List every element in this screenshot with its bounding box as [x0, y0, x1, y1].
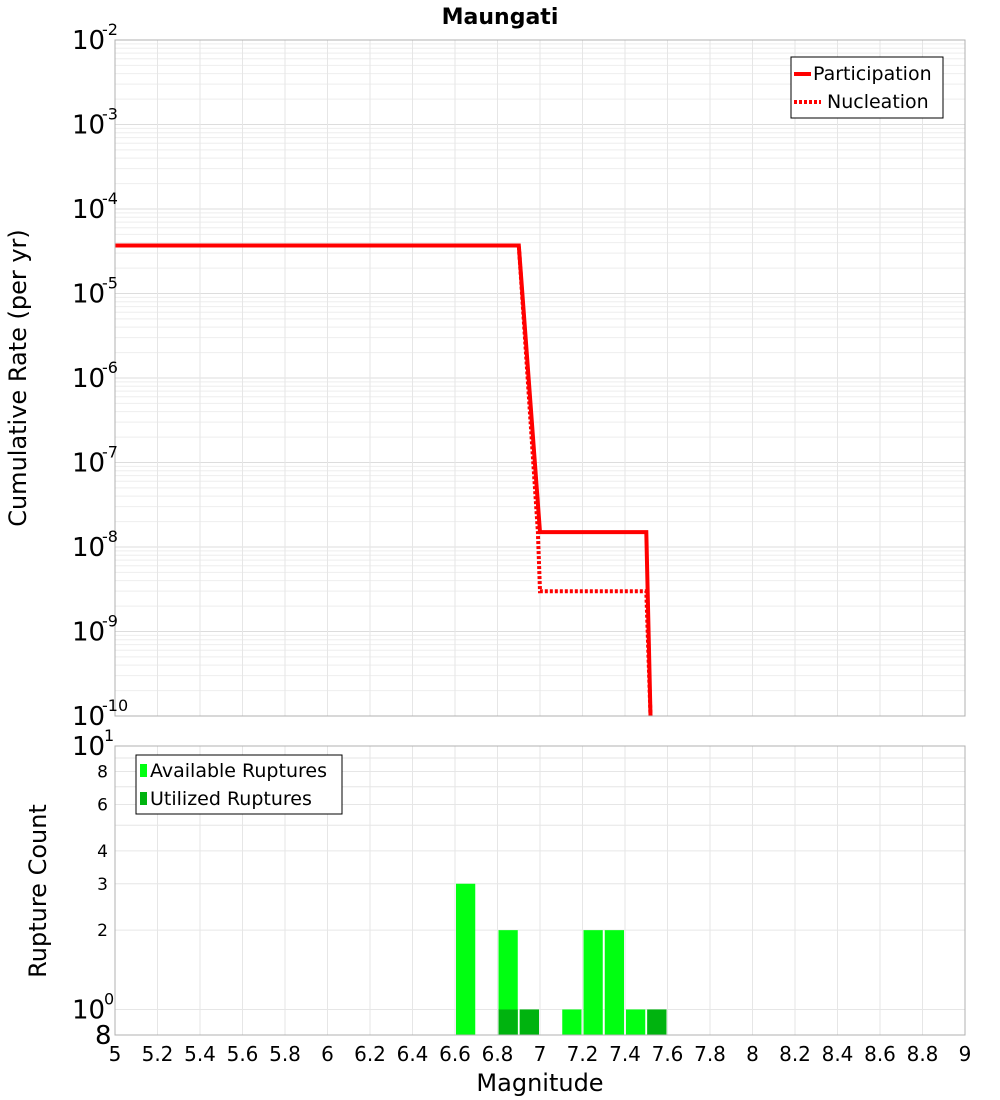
available-rupture-bar: [456, 883, 476, 1035]
x-tick-label: 7.8: [694, 1042, 726, 1066]
x-tick-label: 5: [109, 1042, 122, 1066]
x-tick-label: 6: [321, 1042, 334, 1066]
utilized-rupture-bar: [498, 1009, 518, 1035]
y-tick-label-base: 10: [72, 449, 105, 479]
y-tick-label-exponent: -7: [102, 443, 118, 462]
x-axis-label: Magnitude: [476, 1069, 603, 1097]
legend-participation-label: Participation: [813, 63, 932, 85]
available-rupture-bar: [604, 930, 624, 1035]
y-tick-label-base: 10: [72, 702, 105, 732]
rate-legend-box: [790, 56, 944, 119]
y-tick-label-base: 10: [72, 732, 105, 762]
y-tick-label-base: 10: [72, 364, 105, 394]
y-tick-label-base: 10: [72, 280, 105, 310]
y-tick-label-exponent: 1: [104, 726, 114, 745]
y-tick-label: 8: [95, 1021, 112, 1051]
y-tick-label-base: 10: [72, 111, 105, 141]
available-rupture-bar: [626, 1009, 646, 1035]
rate-grid: [114, 39, 966, 717]
y-tick-label-base: 10: [72, 26, 105, 56]
y-tick-label: 6: [97, 795, 108, 815]
rate-y-axis-label: Cumulative Rate (per yr): [4, 229, 32, 527]
y-tick-label-exponent: -4: [102, 189, 118, 208]
available-rupture-bar: [562, 1009, 582, 1035]
x-tick-label: 5.6: [227, 1042, 259, 1066]
count-y-axis-label: Rupture Count: [24, 804, 52, 978]
count-plot-frame: [114, 745, 966, 1036]
x-tick-label: 6.4: [397, 1042, 429, 1066]
utilized-rupture-bar: [519, 1009, 539, 1035]
x-tick-label: 8.8: [907, 1042, 939, 1066]
y-tick-label: 2: [97, 921, 108, 941]
x-tick-label: 5.8: [269, 1042, 301, 1066]
legend-utilized-label: Utilized Ruptures: [150, 788, 312, 810]
y-tick-label: 8: [97, 763, 108, 783]
x-tick-label: 8.4: [822, 1042, 854, 1066]
y-tick-label-exponent: 0: [104, 989, 114, 1008]
x-tick-label: 7.2: [567, 1042, 599, 1066]
y-tick-label: 4: [97, 842, 108, 862]
legend-utilized-swatch: [140, 792, 147, 805]
y-tick-label-exponent: -6: [102, 358, 118, 377]
utilized-rupture-bar: [647, 1009, 667, 1035]
rate-legend: Participation Nucleation: [790, 56, 944, 119]
chart-title: Maungati: [442, 5, 559, 30]
x-tick-label: 7.6: [652, 1042, 684, 1066]
count-legend: Available Ruptures Utilized Ruptures: [135, 754, 343, 815]
y-tick-label-exponent: -8: [102, 527, 118, 546]
legend-available-swatch: [140, 764, 147, 777]
x-tick-label: 6.8: [482, 1042, 514, 1066]
x-tick-label: 5.4: [184, 1042, 216, 1066]
x-tick-label: 6.2: [354, 1042, 386, 1066]
legend-available-label: Available Ruptures: [150, 760, 327, 782]
available-rupture-bar: [583, 930, 603, 1035]
y-tick-label-exponent: -3: [102, 105, 118, 124]
x-ticks: 5 5.2 5.4 5.6 5.8 6 6.2 6.4 6.6 6.8 7 7.2 7.4 7.6 7.8 8…: [109, 1042, 972, 1066]
y-tick-label-exponent: -9: [102, 612, 118, 631]
y-tick-label-base: 10: [72, 195, 105, 225]
x-tick-label: 7.4: [609, 1042, 641, 1066]
x-tick-label: 9: [959, 1042, 972, 1066]
y-tick-label-base: 10: [72, 618, 105, 648]
y-tick-label-exponent: -2: [102, 20, 118, 39]
rate-series-group: [115, 243, 653, 717]
available-rupture-bar: [498, 930, 518, 1035]
y-tick-label: 3: [97, 875, 108, 895]
count-legend-box: [135, 754, 343, 815]
x-tick-label: 8: [746, 1042, 759, 1066]
y-tick-label-exponent: -5: [102, 274, 118, 293]
x-tick-label: 7: [534, 1042, 547, 1066]
x-tick-label: 5.2: [142, 1042, 174, 1066]
x-tick-label: 8.6: [864, 1042, 896, 1066]
rate-plot-frame: [114, 39, 966, 717]
y-tick-label-base: 10: [72, 995, 105, 1025]
x-tick-label: 8.2: [779, 1042, 811, 1066]
x-tick-label: 6.6: [439, 1042, 471, 1066]
legend-nucleation-label: Nucleation: [827, 91, 929, 113]
nucleation-line: [115, 243, 653, 717]
participation-line: [115, 243, 653, 717]
count-bars-group: [456, 883, 667, 1035]
y-tick-label-base: 10: [72, 533, 105, 563]
y-tick-label-exponent: -10: [102, 696, 128, 715]
